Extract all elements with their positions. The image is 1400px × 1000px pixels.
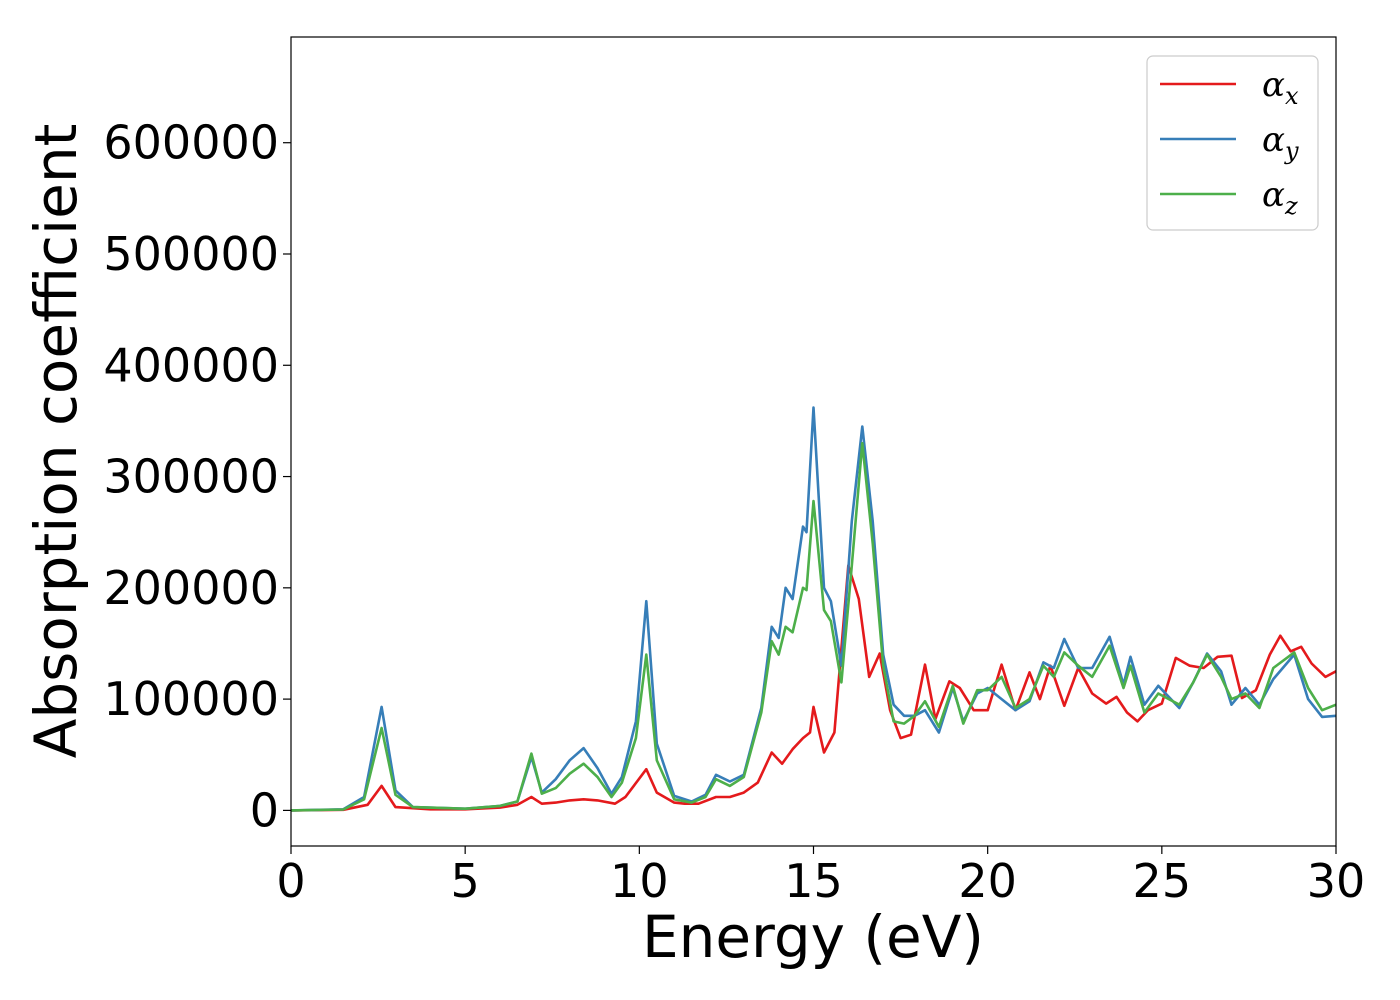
legend-label-x: αx: [1262, 65, 1299, 110]
legend-label-z: αz: [1262, 175, 1298, 220]
y-tick-label: 100000: [103, 672, 279, 726]
x-tick-label: 25: [1133, 854, 1192, 908]
x-axis-title: Energy (eV): [642, 903, 984, 971]
y-tick-label: 600000: [103, 116, 279, 170]
y-tick-label: 300000: [103, 450, 279, 504]
x-tick-label: 20: [958, 854, 1017, 908]
y-axis: 0 100000 200000 300000 400000 500000 600000: [103, 116, 291, 837]
y-tick-label: 500000: [103, 227, 279, 281]
legend: αx αy αz: [1146, 55, 1319, 231]
series-line-x: [291, 564, 1336, 812]
series-line-z: [291, 441, 1336, 812]
y-tick-label: 0: [250, 783, 279, 837]
x-tick-label: 5: [451, 854, 480, 908]
y-tick-label: 200000: [103, 561, 279, 615]
x-tick-label: 30: [1307, 854, 1366, 908]
x-tick-label: 0: [276, 854, 305, 908]
x-tick-label: 10: [610, 854, 669, 908]
y-tick-label: 400000: [103, 338, 279, 392]
x-axis: 0 5 10 15 20 25 30: [276, 846, 1365, 908]
legend-label-y: αy: [1262, 120, 1299, 165]
x-tick-label: 15: [784, 854, 843, 908]
y-axis-title: Absorption coefficient: [22, 124, 90, 759]
series-layer: [291, 406, 1336, 812]
legend-box: [1146, 55, 1319, 231]
series-line-y: [291, 406, 1336, 812]
